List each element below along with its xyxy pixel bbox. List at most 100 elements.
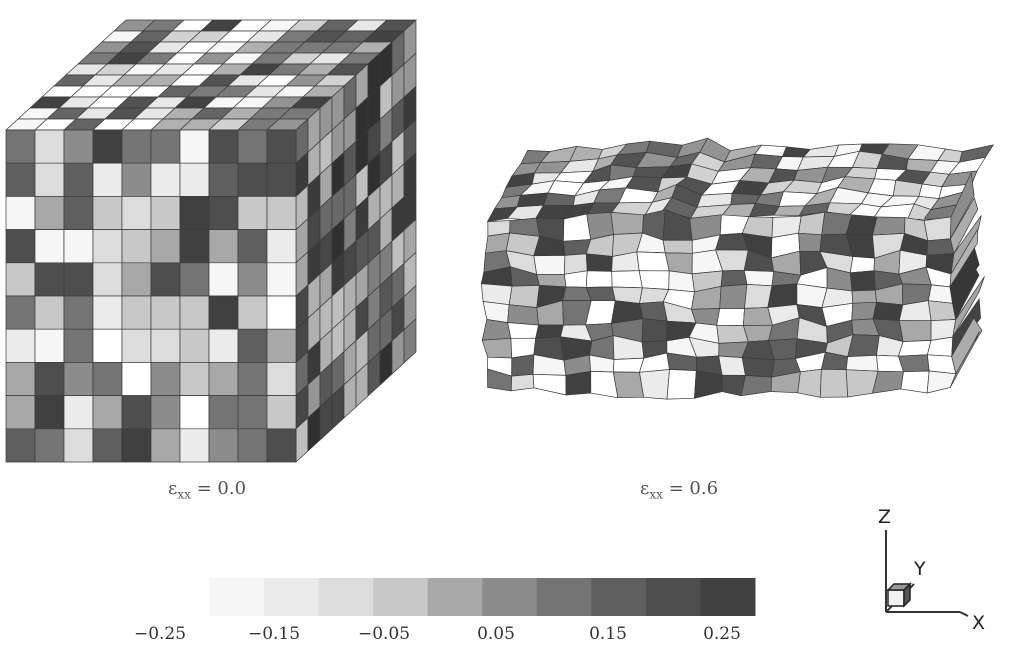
deformed-front-cell xyxy=(563,213,592,242)
cube-front-cell xyxy=(179,162,210,197)
cube-front-cell xyxy=(5,229,36,264)
colorbar-tick-label: −0.15 xyxy=(247,624,301,644)
deformed-end-cell xyxy=(950,171,975,239)
deformed-front-cell xyxy=(565,370,592,396)
deformed-front-cell xyxy=(898,340,932,357)
cube-front-cell xyxy=(150,395,181,430)
cube-front-cell xyxy=(121,129,152,164)
colorbar-segment xyxy=(264,578,320,616)
deformed-front-cell xyxy=(719,284,748,309)
cube-front-cell xyxy=(5,129,36,164)
caption-undeformed: εxx = 0.0 xyxy=(168,478,247,502)
cube-front-cell xyxy=(237,395,268,430)
deformed-front-cell xyxy=(511,354,535,377)
deformed-front-cell xyxy=(481,319,512,341)
deformed-front-cell xyxy=(718,355,746,376)
colorbar-segment xyxy=(318,578,374,616)
cube-front-cell xyxy=(121,428,152,463)
deformed-front-cell xyxy=(872,216,906,236)
cube-front-cell xyxy=(5,295,36,330)
colorbar-segment xyxy=(373,578,429,616)
deformed-front-cell xyxy=(741,357,775,378)
cube-front-cell xyxy=(92,196,123,230)
deformed-front-cell xyxy=(851,289,877,304)
cube-front-cell xyxy=(266,395,297,430)
deformed-front-cell xyxy=(636,251,670,272)
deformed-specimen xyxy=(480,137,995,400)
cube-front-cell xyxy=(34,196,65,230)
cube-front-cell xyxy=(150,362,181,396)
deformed-front-cell xyxy=(533,255,566,275)
deformed-front-cell xyxy=(798,211,826,236)
cube-front-cell xyxy=(179,262,210,297)
cube-side-cell xyxy=(403,318,417,364)
x-axis-line-tip xyxy=(959,611,969,617)
cube-front-cell xyxy=(266,129,297,164)
deformed-front-cell xyxy=(610,212,644,235)
deformed-front-cell xyxy=(927,284,954,304)
cube-front-cell xyxy=(150,162,181,197)
deformed-front-cell xyxy=(481,337,513,359)
cube-front-cell xyxy=(266,428,297,463)
cube-front-cell xyxy=(5,162,36,197)
cube-front-cell xyxy=(92,428,123,463)
colorbar-tick-label: 0.05 xyxy=(477,624,515,644)
cube-front-cell xyxy=(121,196,152,230)
cube-front-cell xyxy=(63,262,94,297)
deformed-front-cell xyxy=(767,283,798,308)
cube-front-cell xyxy=(5,328,36,363)
cube-front-cell xyxy=(92,295,123,330)
colorbar-tick-label: 0.15 xyxy=(589,624,627,644)
deformed-front-cell xyxy=(536,273,567,288)
cube-front-cell xyxy=(63,162,94,197)
deformed-front-cell xyxy=(797,368,822,398)
cube-front-cell xyxy=(121,328,152,363)
deformed-front-cell xyxy=(744,284,773,309)
deformed-front-cell xyxy=(743,270,775,287)
cube-front-cell xyxy=(92,129,123,164)
cube-front-cell xyxy=(266,162,297,197)
triad-cube-icon xyxy=(886,582,912,608)
deformed-end-cell xyxy=(951,317,983,375)
deformed-front-cell xyxy=(508,285,540,308)
deformed-front-cell xyxy=(641,318,668,343)
cube-front-cell xyxy=(266,262,297,297)
cube-front-cell xyxy=(179,295,210,330)
cube-front-cell xyxy=(63,428,94,463)
deformed-front-cell xyxy=(662,239,693,254)
deformed-front-cell xyxy=(923,216,952,242)
deformed-front-cell xyxy=(849,270,876,292)
cube-front-cell xyxy=(150,328,181,363)
deformed-front-cell xyxy=(668,270,695,293)
cube-front-cell xyxy=(237,196,268,230)
undeformed-cube xyxy=(5,19,417,463)
cube-front-cell xyxy=(150,262,181,297)
z-axis-label: Z xyxy=(878,506,892,528)
deformed-mesh xyxy=(480,137,995,400)
cube-front-cell xyxy=(237,229,268,264)
colorbar-tick-label: 0.25 xyxy=(703,624,741,644)
colorbar-tick-label: −0.05 xyxy=(357,624,411,644)
cube-front-cell xyxy=(179,362,210,396)
deformed-end-cell xyxy=(949,247,980,305)
cube-front-cell xyxy=(63,395,94,430)
deformed-end-cell xyxy=(950,215,982,275)
deformed-front-cell xyxy=(845,354,879,372)
cube-front-cell xyxy=(150,295,181,330)
y-axis-label: Y xyxy=(914,558,926,580)
cube-front-cell xyxy=(266,328,297,363)
deformed-front-cell xyxy=(694,370,723,399)
colorbar-segment xyxy=(700,578,756,616)
cube-front-cell xyxy=(237,362,268,396)
deformed-front-cell xyxy=(926,238,955,256)
cube-front-cell xyxy=(179,395,210,430)
cube-front-cell xyxy=(34,395,65,430)
cube-front-cell xyxy=(63,328,94,363)
cube-front-cell xyxy=(92,262,123,297)
cube-front-cell xyxy=(34,428,65,463)
deformed-front-cell xyxy=(585,270,613,288)
deformed-front-cell xyxy=(507,322,540,339)
deformed-front-cell xyxy=(819,368,849,398)
deformed-front-cell xyxy=(798,232,823,252)
cube-front-cell xyxy=(63,129,94,164)
